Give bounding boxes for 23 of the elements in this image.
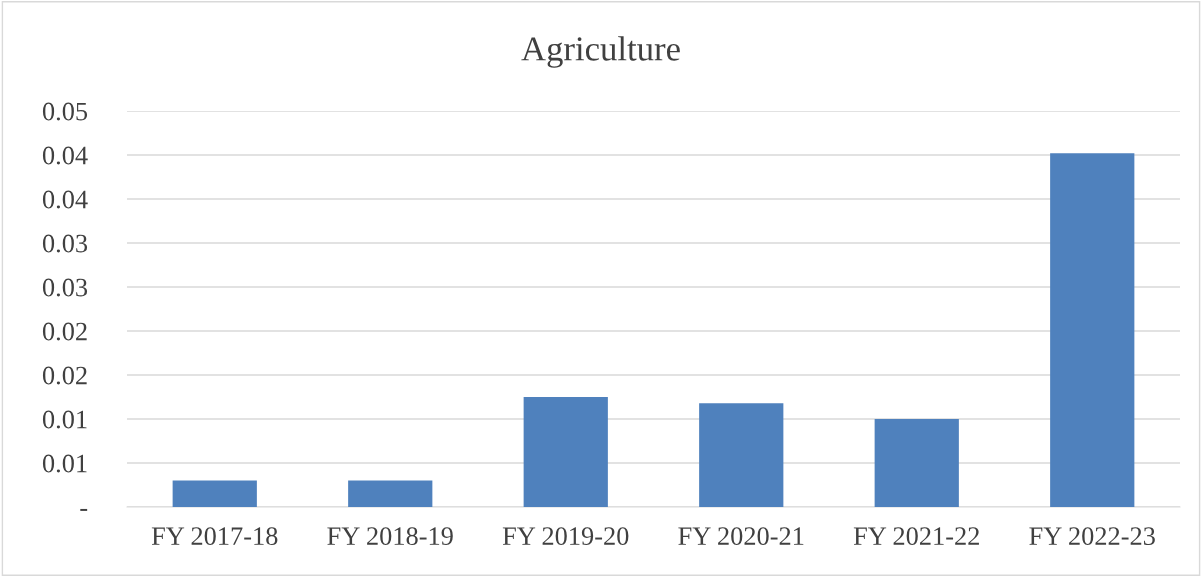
bar	[699, 403, 784, 507]
bar	[523, 397, 608, 507]
bar	[1050, 153, 1135, 507]
x-tick-label: FY 2022-23	[1029, 527, 1155, 546]
x-tick-label: FY 2020-21	[678, 527, 804, 546]
y-tick-label: 0.01	[42, 454, 87, 473]
x-tick-label: FY 2017-18	[151, 527, 278, 546]
y-tick-label: -	[80, 508, 88, 511]
y-tick-label: 0.04	[42, 146, 88, 165]
chart-title: Agriculture	[521, 36, 680, 68]
y-tick-label: 0.02	[42, 322, 87, 341]
x-tick-label: FY 2021-22	[853, 527, 979, 546]
y-tick-label: 0.02	[42, 366, 87, 385]
x-tick-label: FY 2019-20	[502, 527, 629, 546]
bar	[874, 419, 959, 507]
bar	[348, 480, 433, 507]
bar	[172, 480, 257, 507]
y-tick-label: 0.04	[42, 190, 88, 209]
y-tick-label: 0.03	[42, 278, 88, 297]
x-tick-label: FY 2018-19	[327, 527, 453, 546]
y-tick-label: 0.01	[42, 410, 87, 429]
y-tick-label: 0.05	[42, 102, 88, 121]
y-tick-label: 0.03	[42, 234, 88, 253]
